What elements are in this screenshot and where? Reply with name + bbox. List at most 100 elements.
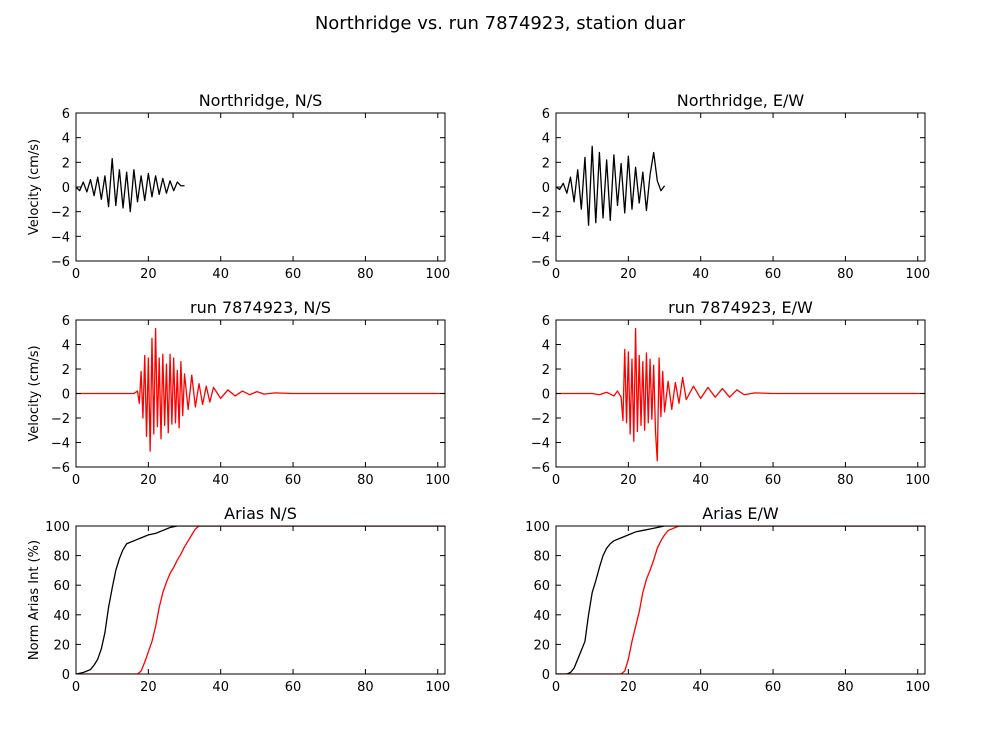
y-axis-label: Norm Arias Int (%): [27, 540, 42, 660]
y-tick-label: −2: [51, 412, 70, 427]
y-tick-label: 4: [62, 339, 70, 354]
x-tick-label: 40: [212, 473, 229, 488]
subplot-4: 0 20 40 60 80 100 −6 −4 −2 0 2 4 6 run 7874923, E/W: [531, 298, 930, 488]
y-axis-label: Velocity (cm/s): [27, 345, 42, 441]
y-tick-label: −6: [531, 255, 550, 270]
subplot-title: run 7874923, E/W: [668, 298, 813, 317]
series-line-1: [76, 157, 185, 213]
y-tick-label: 40: [533, 609, 550, 624]
y-tick-label: 20: [533, 638, 550, 653]
y-tick-label: 100: [45, 520, 70, 535]
x-tick-label: 80: [837, 680, 854, 695]
x-tick-label: 0: [72, 473, 80, 488]
axes-frame: [75, 112, 446, 262]
series-line-2: [556, 526, 925, 674]
y-tick-label: −2: [531, 412, 550, 427]
subplot-3: 0 20 40 60 80 100 −6 −4 −2 0 2 4 6 run 7874923, N/S Ve…: [27, 298, 450, 488]
x-tick-label: 100: [425, 267, 450, 282]
y-tick-label: 60: [533, 579, 550, 594]
y-tick-label: −4: [531, 230, 550, 245]
y-tick-label: 0: [62, 668, 70, 683]
y-tick-label: −6: [51, 255, 70, 270]
x-tick-label: 20: [620, 680, 637, 695]
y-tick-label: 4: [542, 132, 550, 147]
y-tick-label: 0: [542, 181, 550, 196]
y-tick-label: 80: [533, 550, 550, 565]
x-tick-label: 60: [285, 680, 302, 695]
y-tick-label: 4: [62, 132, 70, 147]
y-tick-label: 0: [542, 388, 550, 403]
x-tick-label: 40: [212, 267, 229, 282]
x-tick-label: 100: [425, 680, 450, 695]
x-tick-label: 20: [620, 267, 637, 282]
y-tick-label: 6: [542, 107, 550, 122]
subplot-title: Northridge, E/W: [677, 91, 805, 110]
y-tick-label: 2: [62, 156, 70, 171]
x-tick-label: 80: [357, 680, 374, 695]
x-tick-label: 0: [552, 473, 560, 488]
x-tick-label: 40: [212, 680, 229, 695]
x-tick-label: 80: [837, 473, 854, 488]
y-tick-label: 2: [62, 363, 70, 378]
y-tick-label: −4: [51, 437, 70, 452]
y-tick-label: −6: [531, 461, 550, 476]
x-tick-label: 20: [140, 473, 157, 488]
x-tick-label: 0: [552, 680, 560, 695]
y-tick-label: 2: [542, 156, 550, 171]
x-tick-label: 100: [425, 473, 450, 488]
x-tick-label: 0: [72, 267, 80, 282]
x-tick-label: 60: [765, 680, 782, 695]
subplot-6: 0 20 40 60 80 100 0 20 40 60 80 100 Arias E/W: [525, 504, 930, 695]
y-tick-label: 0: [62, 181, 70, 196]
y-tick-label: −2: [531, 206, 550, 221]
series-line-1: [76, 526, 445, 674]
x-tick-label: 0: [72, 680, 80, 695]
series-line-2: [76, 526, 445, 674]
subplot-title: Northridge, N/S: [199, 91, 323, 110]
y-tick-label: 100: [525, 520, 550, 535]
subplot-title: Arias E/W: [702, 504, 779, 523]
figure-title: Northridge vs. run 7874923, station duar: [315, 13, 686, 34]
series-line-1: [556, 327, 925, 462]
y-axis-label: Velocity (cm/s): [27, 139, 42, 235]
series-line-1: [556, 145, 666, 226]
x-tick-label: 40: [692, 473, 709, 488]
axes-frame: [555, 112, 926, 262]
x-tick-label: 20: [620, 473, 637, 488]
subplot-5: 0 20 40 60 80 100 0 20 40 60 80 100 Arias N/S Norm Ar…: [27, 504, 450, 695]
x-tick-label: 40: [692, 680, 709, 695]
axes-frame: [555, 525, 926, 675]
y-tick-label: 6: [542, 314, 550, 329]
y-tick-label: 4: [542, 339, 550, 354]
x-tick-label: 80: [837, 267, 854, 282]
subplot-title: run 7874923, N/S: [190, 298, 331, 317]
y-tick-label: 80: [53, 550, 70, 565]
y-tick-label: 0: [542, 668, 550, 683]
y-tick-label: −4: [51, 230, 70, 245]
subplot-1: 0 20 40 60 80 100 −6 −4 −2 0 2 4 6 Northridge, N/S Vel…: [27, 91, 450, 282]
y-tick-label: 0: [62, 388, 70, 403]
x-tick-label: 100: [905, 267, 930, 282]
y-tick-label: −6: [51, 461, 70, 476]
y-tick-label: −4: [531, 437, 550, 452]
y-tick-label: 60: [53, 579, 70, 594]
x-tick-label: 60: [285, 473, 302, 488]
x-tick-label: 80: [357, 267, 374, 282]
x-tick-label: 40: [692, 267, 709, 282]
x-tick-label: 100: [905, 680, 930, 695]
axes-frame: [75, 525, 446, 675]
y-tick-label: 6: [62, 107, 70, 122]
subplot-title: Arias N/S: [224, 504, 297, 523]
y-tick-label: 2: [542, 363, 550, 378]
y-tick-label: 6: [62, 314, 70, 329]
y-tick-label: −2: [51, 206, 70, 221]
x-tick-label: 20: [140, 680, 157, 695]
y-tick-label: 20: [53, 638, 70, 653]
y-tick-label: 40: [53, 609, 70, 624]
subplot-2: 0 20 40 60 80 100 −6 −4 −2 0 2 4 6 Northridge, E/W: [531, 91, 930, 282]
x-tick-label: 100: [905, 473, 930, 488]
x-tick-label: 60: [765, 267, 782, 282]
x-tick-label: 0: [552, 267, 560, 282]
x-tick-label: 20: [140, 267, 157, 282]
